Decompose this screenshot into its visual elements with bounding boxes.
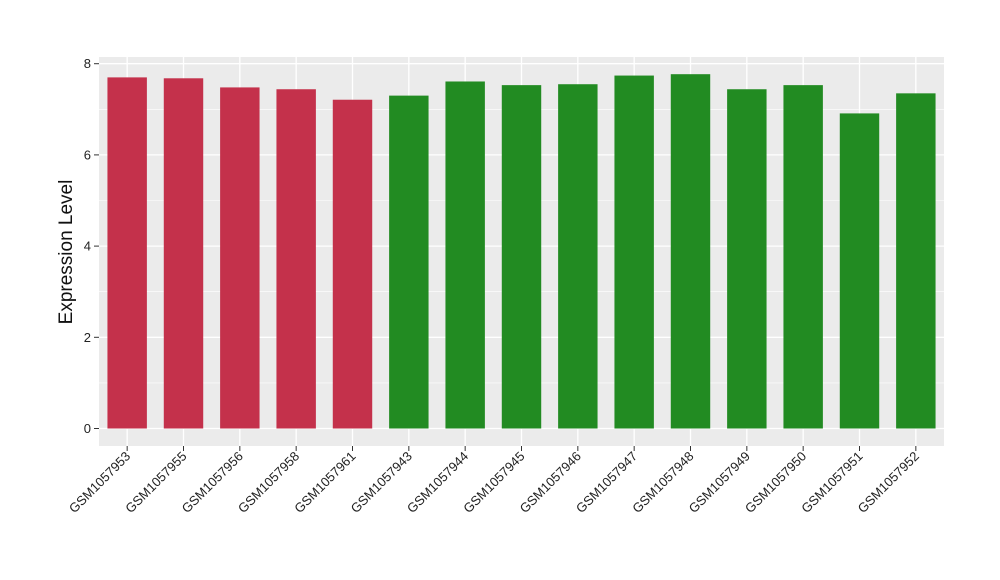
bar-gsm1057944	[445, 81, 485, 429]
x-axis: GSM1057953GSM1057955GSM1057956GSM1057958…	[66, 446, 922, 516]
y-tick-label: 0	[84, 421, 91, 436]
y-tick-label: 2	[84, 330, 91, 345]
bar-gsm1057948	[670, 74, 711, 429]
y-tick-label: 6	[84, 147, 91, 162]
bars	[107, 74, 936, 429]
bar-gsm1057943	[389, 95, 429, 429]
bar-gsm1057947	[614, 75, 654, 429]
bar-gsm1057952	[896, 93, 936, 429]
bar-gsm1057953	[107, 77, 147, 429]
y-axis-title: Expression Level	[56, 180, 77, 325]
y-tick-label: 8	[84, 56, 91, 71]
bar-gsm1057951	[839, 113, 880, 429]
bar-gsm1057949	[727, 89, 767, 429]
bar-gsm1057955	[163, 78, 204, 429]
bar-gsm1057956	[220, 87, 260, 429]
bar-gsm1057961	[332, 99, 373, 429]
bar-gsm1057945	[501, 85, 542, 429]
bar-gsm1057958	[276, 89, 316, 429]
bar-gsm1057946	[558, 84, 598, 429]
y-axis: 0 2 4 6 8	[84, 56, 99, 436]
y-tick-label: 4	[84, 239, 91, 254]
bar-gsm1057950	[783, 85, 823, 429]
